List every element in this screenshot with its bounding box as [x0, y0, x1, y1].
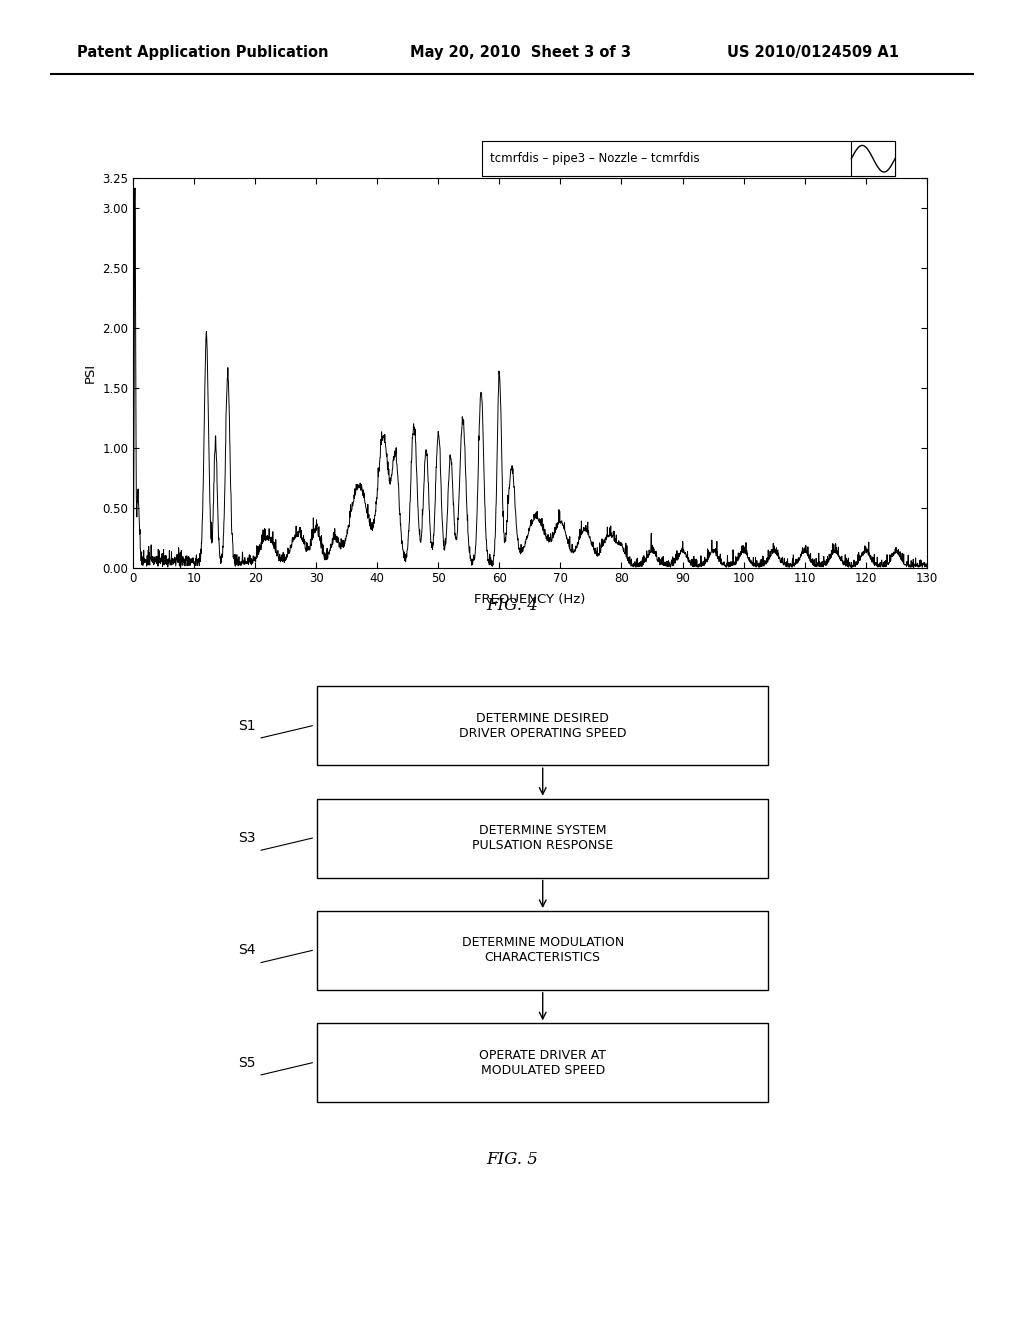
- Text: Patent Application Publication: Patent Application Publication: [77, 45, 329, 61]
- Bar: [317, 799, 768, 878]
- Text: US 2010/0124509 A1: US 2010/0124509 A1: [727, 45, 899, 61]
- Bar: [317, 1023, 768, 1102]
- FancyBboxPatch shape: [851, 141, 895, 177]
- Text: DETERMINE MODULATION
CHARACTERISTICS: DETERMINE MODULATION CHARACTERISTICS: [462, 936, 624, 965]
- Text: OPERATE DRIVER AT
MODULATED SPEED: OPERATE DRIVER AT MODULATED SPEED: [479, 1048, 606, 1077]
- Text: DETERMINE SYSTEM
PULSATION RESPONSE: DETERMINE SYSTEM PULSATION RESPONSE: [472, 824, 613, 853]
- Bar: [317, 686, 768, 766]
- X-axis label: FREQUENCY (Hz): FREQUENCY (Hz): [474, 593, 586, 606]
- Text: S3: S3: [239, 832, 256, 845]
- Text: S1: S1: [239, 718, 256, 733]
- Text: tcmrfdis – pipe3 – Nozzle – tcmrfdis: tcmrfdis – pipe3 – Nozzle – tcmrfdis: [490, 152, 699, 165]
- Text: S5: S5: [239, 1056, 256, 1069]
- FancyBboxPatch shape: [482, 141, 895, 177]
- Text: May 20, 2010  Sheet 3 of 3: May 20, 2010 Sheet 3 of 3: [410, 45, 631, 61]
- Bar: [317, 911, 768, 990]
- Text: FIG. 4: FIG. 4: [486, 597, 538, 614]
- Y-axis label: PSI: PSI: [84, 363, 96, 383]
- Text: FIG. 5: FIG. 5: [486, 1151, 538, 1168]
- Text: DETERMINE DESIRED
DRIVER OPERATING SPEED: DETERMINE DESIRED DRIVER OPERATING SPEED: [459, 711, 627, 739]
- Text: S4: S4: [239, 944, 256, 957]
